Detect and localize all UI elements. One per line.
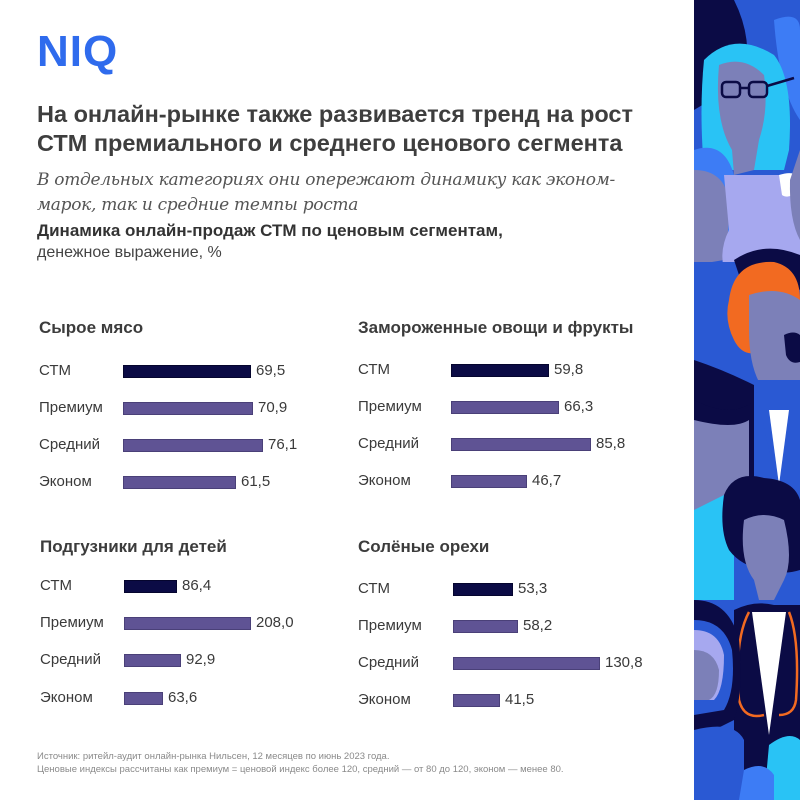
chart-heading-title: Динамика онлайн-продаж СТМ по ценовым се…	[37, 221, 503, 240]
people-illustration	[694, 0, 800, 800]
bar-stm	[451, 364, 549, 377]
category-label: Эконом	[358, 472, 411, 489]
category-label: СТМ	[358, 580, 390, 597]
bar-economy	[124, 692, 163, 705]
category-label: Средний	[39, 436, 100, 453]
data-label: 76,1	[268, 436, 298, 453]
data-label: 41,5	[505, 691, 535, 708]
bar-economy	[453, 694, 500, 707]
bar-row-mid: Средний 92,9	[40, 649, 360, 671]
bar-row-premium: Премиум 208,0	[40, 612, 360, 634]
category-label: Премиум	[358, 398, 422, 415]
data-label: 59,8	[554, 361, 584, 378]
data-label: 92,9	[186, 651, 216, 668]
data-label: 130,8	[605, 654, 643, 671]
headline: На онлайн-рынке также развивается тренд …	[37, 101, 633, 156]
category-label: Средний	[40, 651, 101, 668]
data-label: 85,8	[596, 435, 626, 452]
category-label: Премиум	[40, 614, 104, 631]
chart-panel-raw-meat: Сырое мясо СТМ 69,5 Премиум 70,9 Средний 76,1 Э…	[39, 318, 359, 518]
data-label: 86,4	[182, 577, 212, 594]
chart-panel-salted-nuts: Солёные орехи СТМ 53,3 Премиум 58,2 Средний 13…	[358, 537, 678, 737]
category-label: СТМ	[40, 577, 72, 594]
subheadline: В отдельных категориях они опережают дин…	[37, 170, 615, 215]
infographic-main: NIQ На онлайн-рынке также развивается тр…	[37, 27, 678, 776]
footnotes: Источник: ритейл-аудит онлайн-рынка Ниль…	[37, 750, 564, 776]
bar-mid	[124, 654, 181, 667]
bar-row-premium: Премиум 70,9	[39, 397, 359, 419]
bar-premium	[123, 402, 253, 415]
bar-row-mid: Средний 85,8	[358, 433, 678, 455]
category-label: СТМ	[358, 361, 390, 378]
bar-row-mid: Средний 76,1	[39, 434, 359, 456]
bar-row-mid: Средний 130,8	[358, 652, 678, 674]
chart-panel-frozen-vegetables: Замороженные овощи и фрукты СТМ 59,8 Премиу…	[358, 318, 678, 518]
bar-row-premium: Премиум 66,3	[358, 396, 678, 418]
data-label: 46,7	[532, 472, 562, 489]
chart-title: Сырое мясо	[39, 318, 144, 337]
category-label: Средний	[358, 435, 419, 452]
niq-logo: NIQ	[37, 27, 119, 76]
bar-row-economy: Эконом 63,6	[40, 687, 360, 709]
data-label: 61,5	[241, 473, 271, 490]
bar-premium	[451, 401, 559, 414]
bar-row-economy: Эконом 41,5	[358, 689, 678, 711]
data-label: 53,3	[518, 580, 548, 597]
bar-mid	[451, 438, 591, 451]
bar-row-economy: Эконом 46,7	[358, 470, 678, 492]
data-label: 66,3	[564, 398, 594, 415]
chart-title: Подгузники для детей	[40, 537, 227, 556]
chart-heading: Динамика онлайн-продаж СТМ по ценовым се…	[37, 220, 677, 264]
category-label: Премиум	[358, 617, 422, 634]
data-label: 58,2	[523, 617, 553, 634]
footnote-source: Источник: ритейл-аудит онлайн-рынка Ниль…	[37, 751, 390, 762]
bar-row-premium: Премиум 58,2	[358, 615, 678, 637]
category-label: Средний	[358, 654, 419, 671]
bar-economy	[451, 475, 527, 488]
bar-row-stm: СТМ 69,5	[39, 360, 359, 382]
category-label: Премиум	[39, 399, 103, 416]
bar-mid	[453, 657, 600, 670]
chart-heading-subtitle: денежное выражение, %	[37, 244, 222, 261]
footnote-price-index: Ценовые индексы рассчитаны как премиум =…	[37, 764, 564, 775]
bar-premium	[124, 617, 251, 630]
data-label: 69,5	[256, 362, 286, 379]
category-label: Эконом	[39, 473, 92, 490]
category-label: СТМ	[39, 362, 71, 379]
data-label: 208,0	[256, 614, 294, 631]
bar-mid	[123, 439, 263, 452]
chart-title: Замороженные овощи и фрукты	[358, 318, 634, 337]
bar-row-economy: Эконом 61,5	[39, 471, 359, 493]
bar-row-stm: СТМ 86,4	[40, 575, 360, 597]
bar-stm	[123, 365, 251, 378]
decorative-illustration	[694, 0, 800, 800]
category-label: Эконом	[358, 691, 411, 708]
bar-stm	[124, 580, 177, 593]
bar-economy	[123, 476, 236, 489]
bar-premium	[453, 620, 518, 633]
chart-panel-diapers: Подгузники для детей СТМ 86,4 Премиум 208,0 С…	[40, 537, 360, 737]
chart-title: Солёные орехи	[358, 537, 490, 556]
data-label: 63,6	[168, 689, 198, 706]
bar-row-stm: СТМ 59,8	[358, 359, 678, 381]
bar-stm	[453, 583, 513, 596]
category-label: Эконом	[40, 689, 93, 706]
bar-row-stm: СТМ 53,3	[358, 578, 678, 600]
data-label: 70,9	[258, 399, 288, 416]
